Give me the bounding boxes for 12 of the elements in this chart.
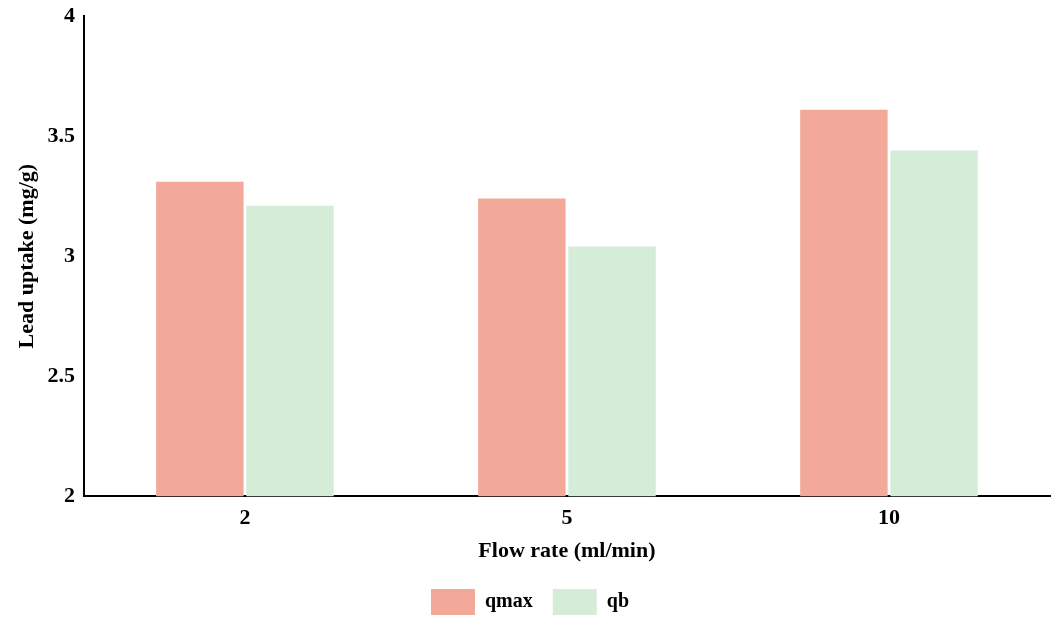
y-axis-title: Lead uptake (mg/g) <box>12 163 38 349</box>
x-tick-label: 5 <box>561 504 573 530</box>
legend-label: qb <box>606 589 630 613</box>
y-tick-label: 3.5 <box>47 121 75 147</box>
y-tick-label: 3 <box>63 241 75 267</box>
y-tick-label: 2 <box>63 481 75 507</box>
x-axis-title: Flow rate (ml/min) <box>478 537 656 563</box>
x-tick-label: 2 <box>239 504 251 530</box>
legend-label: qmax <box>484 589 533 613</box>
x-tick-label: 10 <box>877 504 900 530</box>
y-tick-label: 2.5 <box>47 361 75 387</box>
y-tick-label: 4 <box>63 1 75 27</box>
